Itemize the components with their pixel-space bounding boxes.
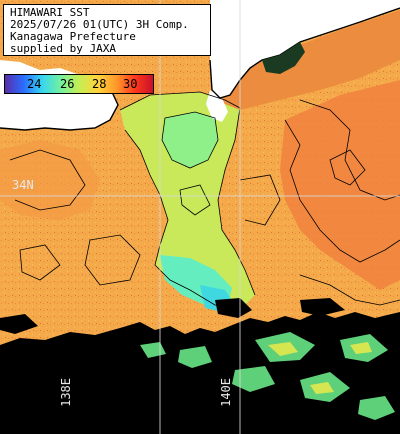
sst-color-legend: 24 26 28 30 — [4, 74, 154, 94]
legend-tick-28: 28 — [92, 77, 107, 91]
cloud-patch-1 — [215, 298, 252, 318]
coastline-izu — [0, 81, 119, 131]
title-box: HIMAWARI SST 2025/07/26 01(UTC) 3H Comp.… — [3, 4, 211, 56]
lon-label-138e: 138E — [59, 378, 73, 407]
legend-tick-24: 24 — [27, 77, 42, 91]
coastline-honshu — [209, 7, 400, 99]
sea-hot-area — [280, 80, 400, 290]
legend-tick-26: 26 — [60, 77, 75, 91]
title-line-2: 2025/07/26 01(UTC) 3H Comp. — [10, 18, 189, 31]
contour-lines — [9, 91, 400, 311]
sea-hot-area-2 — [0, 140, 100, 220]
title-line-3: Kanagawa Prefecture — [10, 30, 136, 43]
title-line-1: HIMAWARI SST — [10, 6, 90, 19]
title-line-4: supplied by JAXA — [10, 42, 116, 55]
sea-coastal-strip — [210, 10, 400, 110]
sea-mid-area — [120, 92, 255, 310]
cloud-patch-3 — [0, 314, 38, 334]
tokyo-bay-dark — [262, 42, 305, 74]
lat-label-34n: 34N — [12, 178, 34, 192]
legend-tick-30: 30 — [123, 77, 138, 91]
sea-cool-area — [162, 112, 218, 168]
land-peninsula — [206, 90, 228, 122]
lon-label-140e: 140E — [219, 378, 233, 407]
cloud-gaps-yellow — [268, 342, 372, 394]
cloud-patch-2 — [300, 298, 345, 316]
